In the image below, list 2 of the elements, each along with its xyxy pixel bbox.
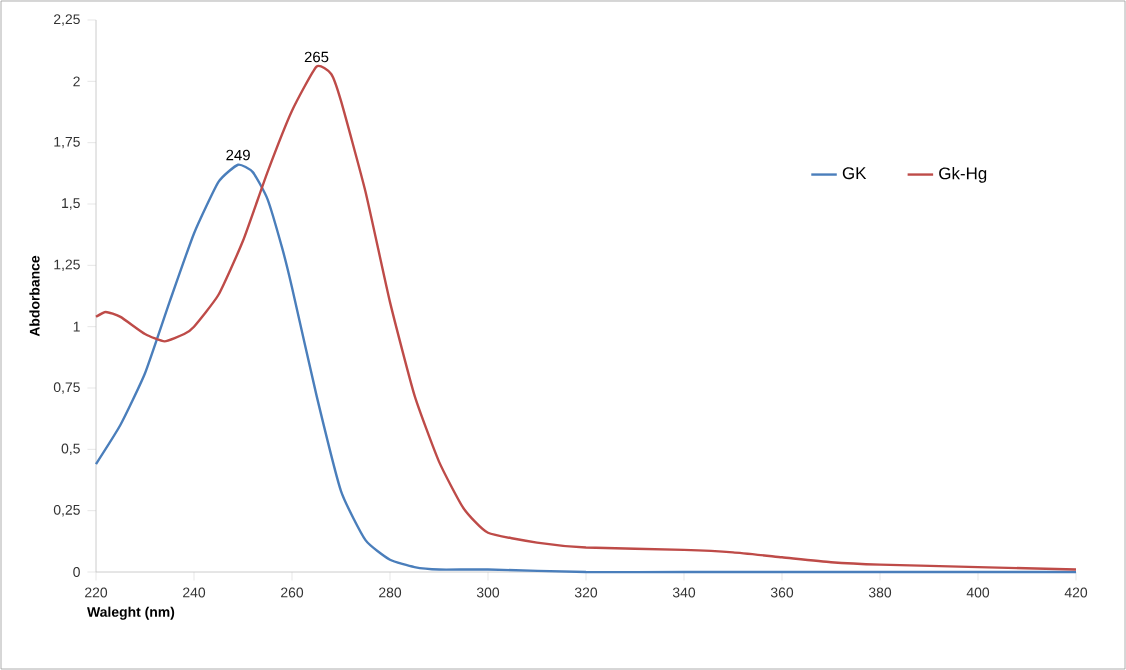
legend-label: Gk-Hg xyxy=(939,166,987,183)
legend-label: GK xyxy=(842,167,867,180)
